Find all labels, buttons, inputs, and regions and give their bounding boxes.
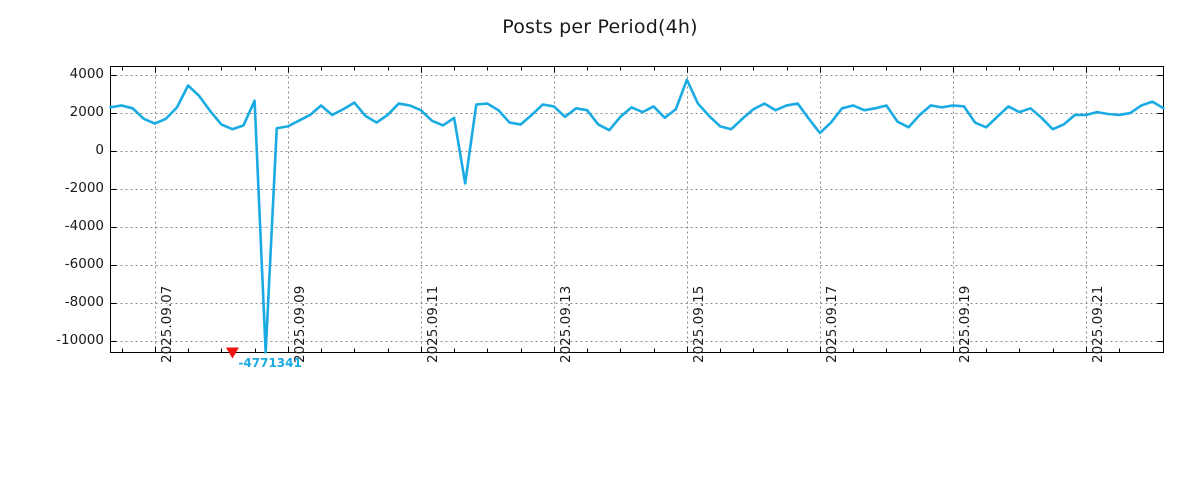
y-tick-label: -10000 [56, 332, 104, 349]
y-axis-tick-labels: 4000 2000 0 -2000 -4000 -6000 -8000 -10000 [0, 0, 104, 500]
y-tick-label: -4000 [64, 218, 104, 235]
x-tick-label: 2025.09.13 [557, 285, 574, 363]
x-tick-label: 2025.09.19 [956, 285, 973, 363]
x-tick-label: 2025.09.15 [690, 285, 707, 363]
y-tick-label: 4000 [69, 66, 104, 83]
y-tick-label: -6000 [64, 256, 104, 273]
horizontal-gridlines [110, 75, 1164, 342]
chart-title: Posts per Period(4h) [502, 16, 698, 38]
x-tick-label: 2025.09.17 [823, 285, 840, 363]
y-tick-label: 0 [95, 142, 104, 159]
x-tick-label: 2025.09.21 [1089, 285, 1106, 363]
y-tick-label: -8000 [64, 294, 104, 311]
x-tick-label: 2025.09.07 [158, 285, 175, 363]
x-tick-label: 2025.09.09 [291, 285, 308, 363]
x-tick-label: 2025.09.11 [424, 285, 441, 363]
x-axis-ticks [122, 66, 1120, 353]
minimum-value-marker-icon [225, 347, 239, 359]
plot-frame [110, 66, 1164, 353]
y-axis-ticks [110, 75, 1164, 342]
annotation-min-value: -4771341 [238, 355, 302, 370]
y-tick-label: -2000 [64, 180, 104, 197]
data-series-line [109, 78, 1165, 354]
y-tick-label: 2000 [69, 104, 104, 121]
